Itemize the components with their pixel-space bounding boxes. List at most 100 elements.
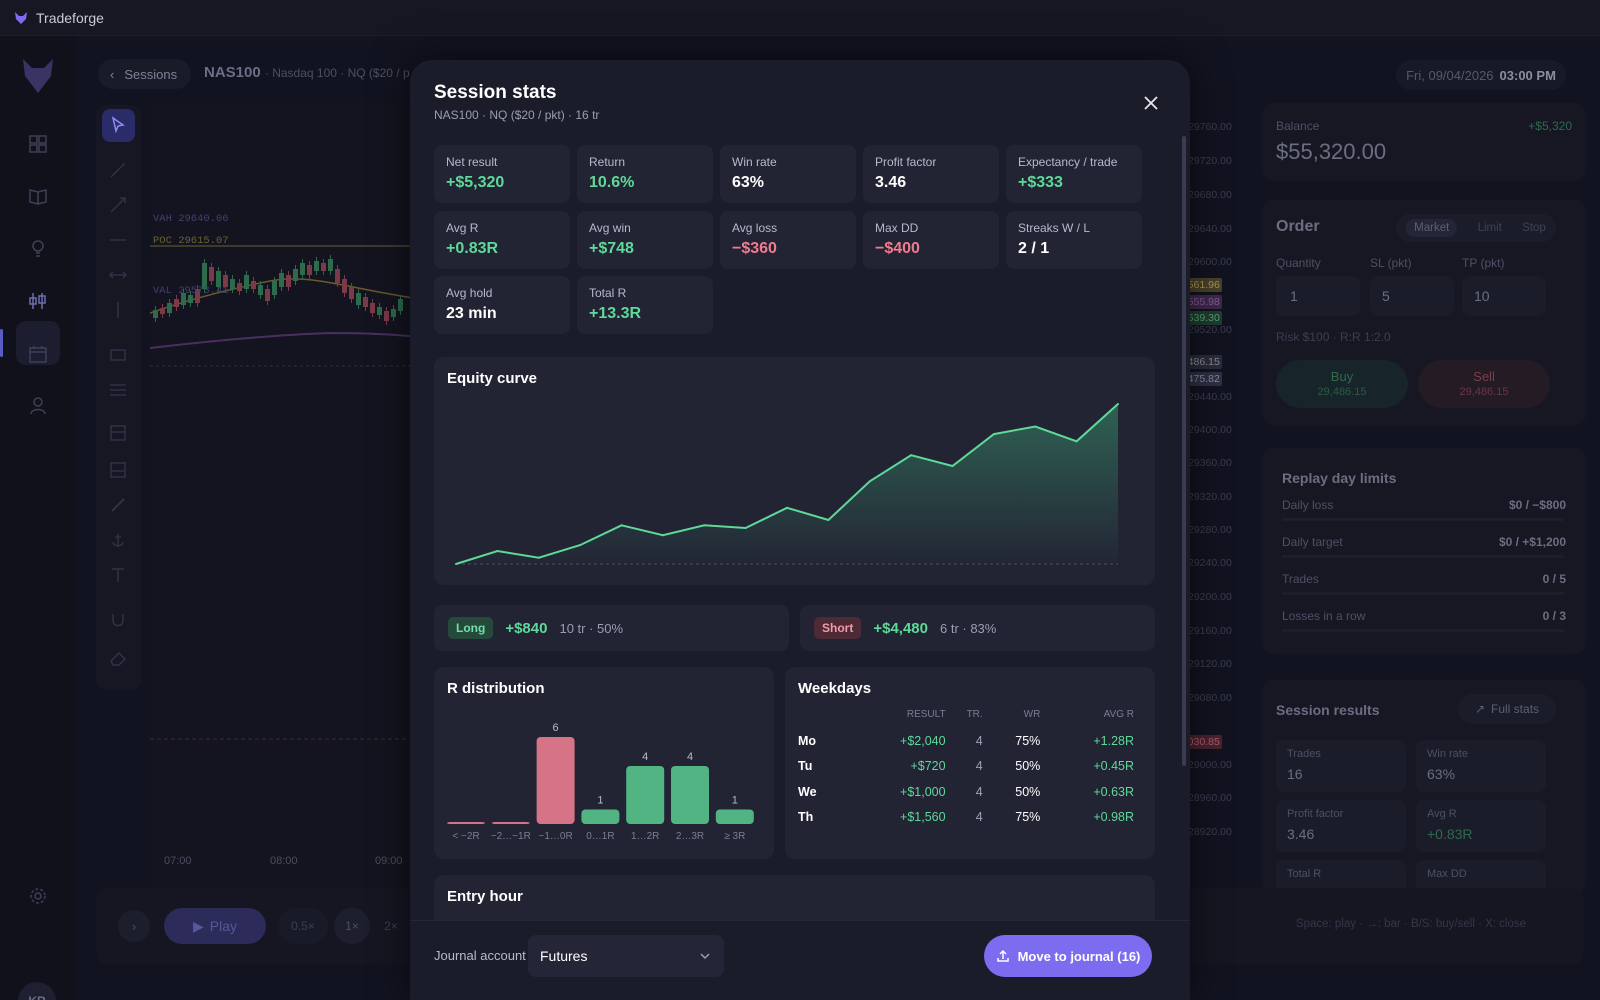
speed-2x[interactable]: 2× — [384, 919, 398, 933]
price-chart-background: VAH 29640.06 POC 29615.07 VAL 29573.41 0… — [150, 103, 420, 893]
tab-stop[interactable]: Stop — [1522, 222, 1546, 234]
equity-point — [579, 544, 582, 547]
rectangle-icon[interactable] — [108, 345, 128, 365]
ray-icon[interactable] — [108, 195, 128, 215]
short-amount: +$4,480 — [873, 619, 928, 637]
logo-icon — [15, 11, 27, 24]
settings-icon[interactable] — [28, 886, 48, 906]
eraser-icon[interactable] — [108, 648, 128, 668]
result-label: Profit factor — [1287, 808, 1344, 820]
limit-label: Daily target — [1282, 535, 1343, 549]
full-stats-button[interactable]: ↗ Full stats — [1458, 694, 1556, 724]
long-amount: +$840 — [505, 619, 548, 637]
price-label: 29360.00 — [1188, 457, 1232, 469]
time-label: 08:00 — [270, 855, 298, 867]
avatar[interactable]: KR — [18, 982, 56, 1000]
speed-1x[interactable]: 1× — [334, 908, 370, 944]
tab-market[interactable]: Market — [1406, 219, 1458, 237]
candle-body — [293, 269, 298, 281]
candle-body — [335, 269, 340, 283]
anchor-icon[interactable] — [108, 530, 128, 550]
dashboard-icon[interactable] — [28, 134, 48, 154]
time-label: 09:00 — [375, 855, 403, 867]
symbol-name: NAS100 — [204, 64, 261, 81]
stat-label: Net result — [446, 155, 498, 169]
weekday-col-header: TR. — [966, 709, 983, 720]
upload-icon — [996, 949, 1009, 962]
equity-point — [537, 556, 540, 559]
tab-limit[interactable]: Limit — [1477, 222, 1502, 234]
equity-point — [868, 480, 871, 483]
modal-scrollbar[interactable] — [1182, 136, 1186, 766]
stat-card: Return 10.6% — [577, 145, 713, 203]
buy-button[interactable]: Buy 29,486.15 — [1276, 360, 1408, 408]
weekday-day: We — [798, 784, 817, 799]
limit-value: 0 / 5 — [1542, 572, 1566, 586]
entry-hour-title: Entry hour — [447, 888, 523, 905]
close-icon[interactable] — [1142, 94, 1160, 112]
sl-input[interactable]: 5 — [1370, 276, 1454, 316]
equity-title: Equity curve — [447, 370, 538, 387]
quantity-input[interactable]: 1 — [1276, 276, 1360, 316]
price-label: 29160.00 — [1188, 625, 1232, 637]
weekday-avgr: +1.28R — [1093, 733, 1134, 748]
candle-body — [307, 265, 312, 275]
result-label: Max DD — [1427, 868, 1467, 880]
result-value: 63% — [1427, 766, 1456, 782]
trendline-icon[interactable] — [108, 160, 128, 180]
cursor-icon[interactable] — [108, 115, 128, 135]
candle-body — [370, 303, 375, 313]
journal-account-select[interactable]: Futures — [528, 935, 724, 977]
symbol-desc: · Nasdaq 100 · NQ ($20 / p — [264, 66, 410, 80]
candle-body — [342, 279, 347, 293]
r-bar-label: 6 — [553, 722, 559, 734]
vertical-line-icon[interactable] — [108, 300, 128, 320]
journal-icon[interactable] — [28, 186, 48, 206]
short-position-icon[interactable] — [108, 460, 128, 480]
insights-icon[interactable] — [28, 238, 48, 258]
magnet-icon[interactable] — [108, 610, 128, 630]
candle-body — [328, 259, 333, 271]
text-icon[interactable] — [108, 565, 128, 585]
limit-label: Losses in a row — [1282, 609, 1366, 623]
candle-body — [279, 273, 284, 287]
speed-0-5x[interactable]: 0.5× — [278, 908, 328, 944]
candle-body — [202, 263, 207, 289]
candle-body — [377, 307, 382, 315]
candle-body — [286, 275, 291, 287]
sell-button[interactable]: Sell 29,486.15 — [1418, 360, 1550, 408]
equity-point — [703, 524, 706, 527]
weekday-wr: 50% — [1015, 784, 1041, 799]
equity-point — [661, 534, 664, 537]
range-icon[interactable] — [108, 265, 128, 285]
candle-body — [188, 295, 193, 303]
sell-price: 29,486.15 — [1459, 386, 1509, 398]
chevron-right-icon: › — [131, 918, 137, 934]
play-button[interactable]: ▶ Play — [164, 908, 266, 944]
breadcrumb[interactable]: ‹ Sessions — [98, 59, 192, 89]
equity-point — [620, 524, 623, 527]
fib-icon[interactable] — [108, 380, 128, 400]
limit-progress-track — [1282, 518, 1564, 521]
calendar-icon[interactable] — [28, 344, 48, 364]
tp-input[interactable]: 10 — [1462, 276, 1546, 316]
weekday-tr: 4 — [975, 810, 983, 825]
r-bar — [715, 809, 754, 824]
r-bar-label: 4 — [687, 751, 693, 763]
replay-icon[interactable] — [28, 291, 48, 311]
move-to-journal-label: Move to journal (16) — [1017, 948, 1141, 964]
step-forward-button[interactable]: › — [118, 910, 150, 942]
price-chart-canvas — [150, 245, 420, 740]
brush-icon[interactable] — [108, 495, 128, 515]
quantity-label: Quantity — [1276, 256, 1321, 270]
weekday-tr: 4 — [975, 733, 983, 748]
horizontal-line-icon[interactable] — [108, 230, 128, 250]
move-to-journal-button[interactable]: Move to journal (16) — [984, 935, 1152, 977]
stat-value: +$5,320 — [446, 174, 505, 191]
chevron-left-icon: ‹ — [110, 66, 115, 82]
long-position-icon[interactable] — [108, 423, 128, 443]
price-label: 29240.00 — [1188, 557, 1232, 569]
weekday-day: Th — [798, 810, 814, 825]
profile-icon[interactable] — [28, 396, 48, 416]
candle-body — [391, 309, 396, 317]
